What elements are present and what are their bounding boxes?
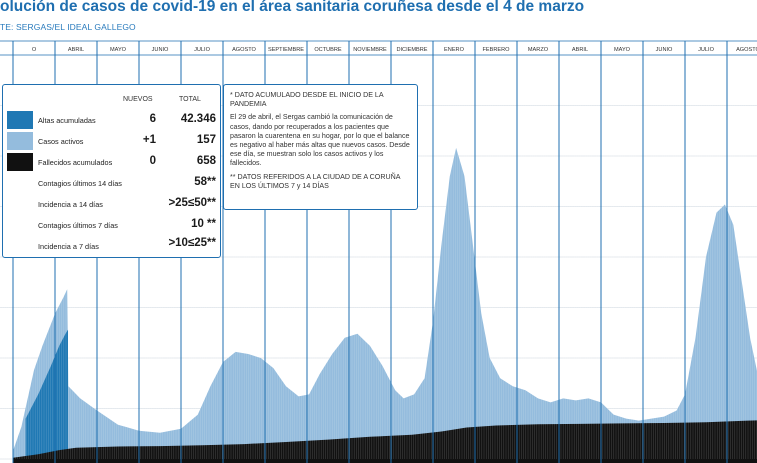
stat-incidence-14d-label: Incidencia a 14 días — [38, 200, 103, 209]
month-label: MARZO — [528, 47, 549, 53]
deaths-label: Fallecidos acumulados — [38, 158, 113, 167]
month-label: AGOSTO — [736, 47, 757, 53]
legend-header-new: NUEVOS — [123, 96, 153, 103]
month-label: OCTUBRE — [314, 47, 342, 53]
month-label: ABRIL — [572, 47, 588, 53]
month-label: ABRIL — [68, 47, 84, 53]
recovered-new-value: 6 — [149, 113, 156, 125]
deaths-total-value: 658 — [196, 155, 216, 167]
month-label: JUNIO — [656, 47, 673, 53]
note-cumulative: * DATO ACUMULADO DESDE EL INICIO DE LA P… — [230, 91, 384, 109]
stat-row-cases-14d: Contagios últimos 14 días 58** — [3, 174, 220, 192]
stat-row-cases-7d: Contagios últimos 7 días 10 ** — [3, 216, 220, 234]
legend-row-active: Casos activos +1 157 — [3, 132, 220, 150]
month-label: NOVIEMBRE — [353, 47, 387, 53]
month-label: MAYO — [110, 47, 127, 53]
month-axis-labels: O ABRIL MAYO JUNIO JULIO AGOSTO SEPTIEMBRE OCTU… — [32, 47, 757, 53]
deaths-swatch — [7, 153, 33, 171]
legend-panel: NUEVOS TOTAL Altas acumuladas 6 42.346 C… — [2, 84, 221, 258]
stat-row-incidence-7d: Incidencia a 7 días >10≤25** — [3, 237, 220, 255]
legend-row-deaths: Fallecidos acumulados 0 658 — [3, 153, 220, 171]
month-label: FEBRERO — [482, 47, 510, 53]
recovered-total-value: 42.346 — [180, 113, 216, 125]
active-total-value: 157 — [196, 134, 216, 146]
legend-header-total: TOTAL — [179, 96, 201, 103]
month-label: SEPTIEMBRE — [268, 47, 304, 53]
recovered-swatch — [7, 111, 33, 129]
chart-title: olución de casos de covid-19 en el área … — [0, 0, 585, 15]
stat-incidence-14d-value: >25≤50** — [168, 197, 216, 209]
notes-panel: * DATO ACUMULADO DESDE EL INICIO DE LA P… — [223, 84, 418, 210]
month-label: MAYO — [614, 47, 631, 53]
active-new-value: +1 — [142, 134, 156, 146]
note-methodology-change: El 29 de abril, el Sergas cambió la comu… — [230, 113, 410, 168]
stat-cases-7d-label: Contagios últimos 7 días — [38, 221, 118, 230]
legend-row-recovered: Altas acumuladas 6 42.346 — [3, 111, 220, 129]
month-label: ENERO — [444, 47, 465, 53]
month-label: JUNIO — [152, 47, 169, 53]
month-label: JULIO — [194, 47, 211, 53]
stat-incidence-7d-value: >10≤25** — [168, 237, 216, 249]
recovered-label: Altas acumuladas — [38, 116, 96, 125]
stat-row-incidence-14d: Incidencia a 14 días >25≤50** — [3, 195, 220, 213]
active-label: Casos activos — [38, 137, 84, 146]
deaths-new-value: 0 — [149, 155, 156, 167]
area-recovered — [25, 329, 69, 459]
source-label: TE: SERGAS/EL IDEAL GALLEGO — [0, 22, 136, 32]
stat-cases-7d-value: 10 ** — [191, 218, 216, 230]
stat-incidence-7d-label: Incidencia a 7 días — [38, 242, 99, 251]
month-label: DICIEMBRE — [396, 47, 427, 53]
note-city-data: ** DATOS REFERIDOS A LA CIUDAD DE A CORU… — [230, 172, 401, 190]
stat-cases-14d-label: Contagios últimos 14 días — [38, 179, 122, 188]
area-deaths — [13, 420, 757, 463]
month-label: O — [32, 47, 37, 53]
active-swatch — [7, 132, 33, 150]
month-label: AGOSTO — [232, 47, 256, 53]
month-label: JULIO — [698, 47, 715, 53]
stat-cases-14d-value: 58** — [194, 176, 216, 188]
